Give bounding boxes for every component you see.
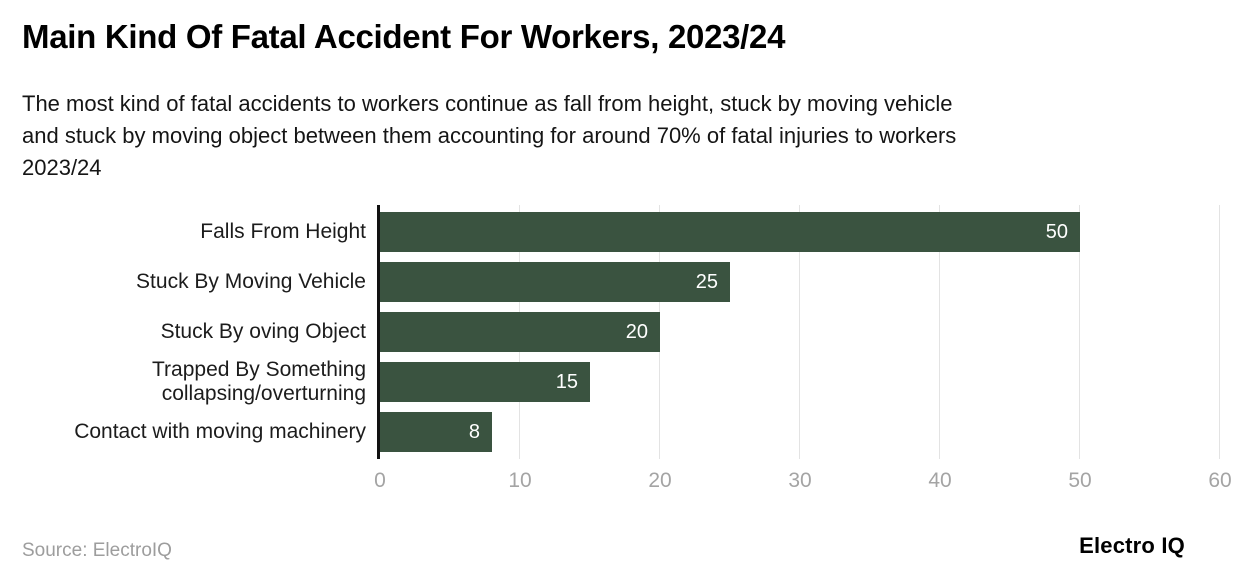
gridline xyxy=(1219,205,1220,459)
category-label: Trapped By Something collapsing/overturn… xyxy=(151,358,366,405)
bar-row: Stuck By Moving Vehicle 25 xyxy=(0,257,1240,307)
x-tick-label: 40 xyxy=(928,469,952,492)
gridline xyxy=(939,205,940,459)
x-axis: 0 10 20 30 40 50 60 xyxy=(0,469,1240,499)
bar-track: 25 xyxy=(380,262,1220,302)
chart-subtitle: The most kind of fatal accidents to work… xyxy=(22,91,957,180)
x-tick-label: 20 xyxy=(648,469,672,492)
x-tick-label: 0 xyxy=(374,469,386,492)
bar-row: Falls From Height 50 xyxy=(0,207,1240,257)
bar-track: 8 xyxy=(380,412,1220,452)
bar-chart: Falls From Height 50 Stuck By Moving Vehic… xyxy=(0,205,1240,507)
x-tick-label: 60 xyxy=(1208,469,1232,492)
category-label: Contact with moving machinery xyxy=(74,420,366,443)
category-label: Stuck By Moving Vehicle xyxy=(136,270,366,293)
brand-logo: Electro IQ xyxy=(1079,533,1185,558)
bar-track: 15 xyxy=(380,362,1220,402)
chart-title: Main Kind Of Fatal Accident For Workers,… xyxy=(22,18,786,55)
gridline xyxy=(1079,205,1080,459)
bar: 20 xyxy=(380,312,660,352)
bar-row: Stuck By oving Object 20 xyxy=(0,307,1240,357)
footer: Source: ElectroIQ Electro IQ xyxy=(22,533,1185,562)
x-tick-label: 50 xyxy=(1068,469,1092,492)
source-note: Source: ElectroIQ xyxy=(22,540,172,561)
value-label: 50 xyxy=(1045,220,1068,243)
gridline xyxy=(799,205,800,459)
value-label: 15 xyxy=(555,370,578,393)
y-axis-line xyxy=(377,205,380,459)
bar-track: 50 xyxy=(380,212,1220,252)
bar-row: Trapped By Something collapsing/overturn… xyxy=(0,357,1240,407)
x-tick-label: 30 xyxy=(788,469,812,492)
bar: 8 xyxy=(380,412,492,452)
bar-row: Contact with moving machinery 8 xyxy=(0,407,1240,457)
bar: 15 xyxy=(380,362,590,402)
bar: 25 xyxy=(380,262,730,302)
x-tick-label: 10 xyxy=(508,469,532,492)
category-label: Falls From Height xyxy=(200,220,366,243)
category-label: Stuck By oving Object xyxy=(160,320,366,343)
value-label: 20 xyxy=(625,320,648,343)
value-label: 8 xyxy=(468,420,480,443)
bar-rows: Falls From Height 50 Stuck By Moving Vehic… xyxy=(0,207,1240,457)
bar-track: 20 xyxy=(380,312,1220,352)
value-label: 25 xyxy=(695,270,718,293)
bar: 50 xyxy=(380,212,1080,252)
